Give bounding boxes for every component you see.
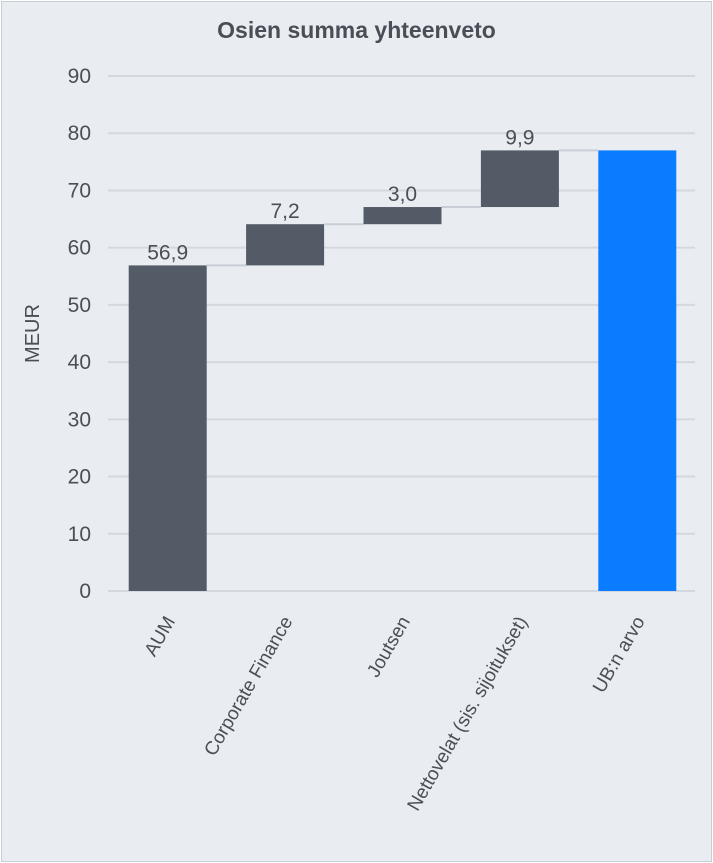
data-label: 56,9 [147,241,188,264]
y-tick-label: 80 [68,122,91,145]
y-tick-label: 40 [68,351,91,374]
y-tick-label: 0 [79,580,91,603]
x-tick-label: Corporate Finance [201,613,298,760]
y-tick-label: 50 [68,294,91,317]
data-label: 3,0 [388,183,417,206]
data-label: 9,9 [505,126,534,149]
bar-ub-n-arvo [598,150,677,591]
x-tick-label: Joutsen [363,613,414,681]
y-tick-label: 30 [68,408,91,431]
y-tick-label: 70 [68,179,91,202]
x-tick-label: UB:n arvo [589,613,649,697]
y-tick-label: 10 [68,523,91,546]
y-tick-label: 90 [68,65,91,88]
y-axis-title: MEUR [22,304,44,363]
bar-corporate-finance [246,224,325,266]
x-tick-label: AUM [141,613,180,660]
bar-nettovelat-sis-sijoitukset- [480,150,559,208]
chart-title: Osien summa yhteenveto [217,17,496,43]
data-label: 7,2 [270,200,299,223]
y-tick-label: 20 [68,466,91,489]
bar-aum [128,265,207,591]
y-tick-label: 60 [68,237,91,260]
bar-joutsen [363,207,442,225]
x-tick-label: Nettovelat (sis. sijoitukset) [404,613,533,815]
